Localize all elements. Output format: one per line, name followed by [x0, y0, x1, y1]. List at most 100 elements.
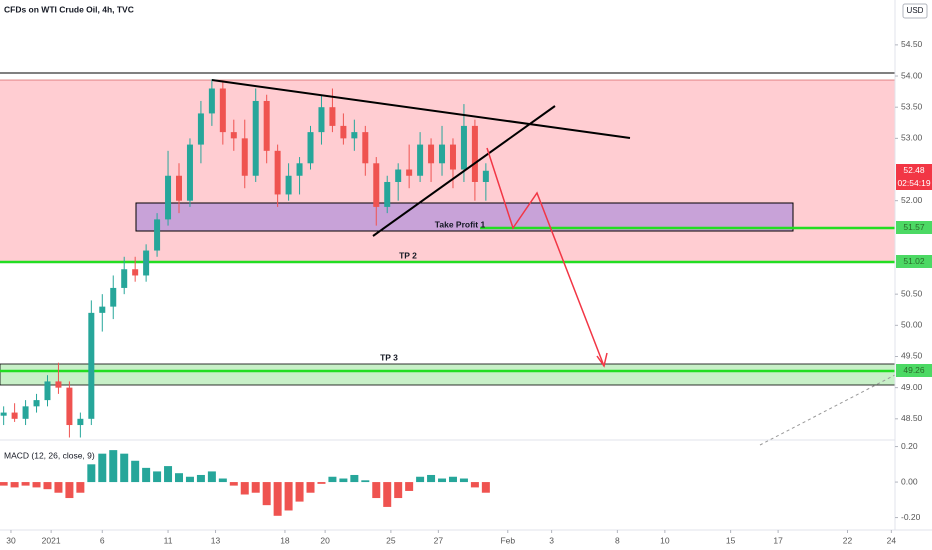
candle-body: [329, 107, 336, 126]
candle-body: [197, 113, 204, 145]
candle-body: [362, 132, 369, 164]
macd-bar: [164, 466, 173, 483]
candle-body: [417, 144, 424, 176]
macd-bar: [10, 482, 19, 488]
macd-bar: [372, 482, 381, 499]
macd-bar: [481, 482, 490, 493]
macd-bar: [131, 460, 140, 483]
projection-arrow: [486, 147, 605, 367]
macd-bar: [383, 482, 392, 507]
y-tick-label: -0.20: [901, 512, 921, 522]
candle-body: [11, 412, 18, 419]
macd-bar: [328, 476, 337, 483]
macd-bar: [438, 478, 447, 483]
macd-bar: [142, 467, 151, 483]
y-tick-label: 49.50: [901, 351, 923, 361]
chart-title: CFDs on WTI Crude Oil, 4h, TVC: [4, 4, 134, 14]
macd-bar: [43, 482, 52, 490]
macd-bar: [76, 482, 85, 493]
candle-body: [154, 219, 161, 251]
macd-bar: [416, 476, 425, 483]
dashed-line: [759, 374, 896, 446]
tp3-zone: [0, 363, 896, 386]
macd-bar: [175, 473, 183, 483]
candle-body: [340, 125, 347, 139]
y-tick-label: 53.00: [901, 133, 923, 143]
macd-bar: [361, 480, 370, 483]
candle-body: [44, 381, 51, 401]
macd-bar: [185, 476, 194, 483]
candle-body: [110, 287, 117, 307]
candle-body: [318, 107, 325, 133]
candle-body: [307, 132, 314, 164]
macd-bar: [448, 476, 457, 483]
macd-bar: [32, 482, 41, 488]
axis-unit: USD: [907, 6, 924, 15]
candle-body: [230, 132, 237, 139]
macd-bar: [273, 482, 282, 516]
macd-bar: [459, 478, 468, 483]
y-tick-label: 50.50: [901, 288, 923, 298]
macd-title: MACD (12, 26, close, 9): [4, 450, 95, 460]
candle-body: [186, 144, 193, 201]
macd-bar: [65, 482, 74, 499]
countdown: 02:54:19: [897, 178, 930, 188]
macd-bar: [240, 482, 249, 495]
x-tick-label: 22: [843, 535, 853, 545]
candle-body: [88, 312, 95, 419]
candle-body: [99, 306, 106, 313]
x-tick-label: 15: [726, 535, 736, 545]
x-tick-label: 30: [6, 535, 16, 545]
candle-body: [449, 144, 456, 170]
candle-body: [373, 163, 380, 207]
y-tick-label: 49.00: [901, 382, 923, 392]
candle-body: [33, 400, 40, 407]
candle-body: [77, 418, 84, 426]
x-tick-label: 2021: [42, 535, 61, 545]
macd-bar: [218, 478, 227, 483]
x-tick-label: 18: [280, 535, 290, 545]
candle-body: [165, 175, 172, 220]
x-tick-label: 10: [660, 535, 670, 545]
candle-body: [406, 169, 413, 176]
macd-bar: [54, 482, 63, 493]
tp3-tag: [896, 364, 932, 377]
tp3-label: TP 3: [380, 352, 398, 362]
candle-body: [263, 100, 270, 151]
macd-bar: [470, 482, 479, 488]
macd-bar: [196, 474, 205, 483]
y-tick-label: 54.50: [901, 39, 923, 49]
macd-bar: [109, 450, 118, 483]
support-box: [135, 202, 794, 232]
candle-body: [208, 88, 215, 114]
y-tick-label: 54.00: [901, 70, 923, 80]
x-tick-label: 24: [887, 535, 897, 545]
x-tick-label: 20: [320, 535, 330, 545]
x-tick-label: 6: [100, 535, 105, 545]
last-price: 52.48: [903, 165, 925, 175]
candle-body: [460, 125, 467, 170]
macd-bar: [98, 453, 107, 483]
x-tick-label: 11: [164, 535, 173, 545]
macd-bar: [306, 482, 315, 493]
unit-box[interactable]: [902, 3, 928, 19]
y-tick-label: 52.00: [901, 195, 923, 205]
tp2-price: 51.02: [903, 256, 925, 266]
x-tick-label: 25: [386, 535, 396, 545]
macd-bar: [229, 482, 238, 486]
macd-bar: [120, 453, 129, 483]
tp3-price: 49.26: [903, 365, 925, 375]
candle-body: [252, 100, 259, 176]
macd-bar: [153, 471, 162, 483]
macd-bar: [262, 482, 271, 506]
trendline: [211, 79, 631, 139]
y-tick-label: 50.00: [901, 320, 923, 330]
macd-bar: [405, 482, 414, 491]
x-tick-label: 3: [549, 535, 554, 545]
candle-body: [351, 132, 358, 139]
last-price-tag: [896, 164, 932, 177]
tp2-label: TP 2: [399, 250, 417, 260]
macd-bar: [339, 478, 348, 483]
candle-body: [55, 381, 62, 388]
